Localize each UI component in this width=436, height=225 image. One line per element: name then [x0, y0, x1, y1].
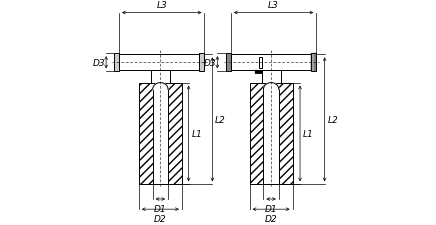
Text: D3: D3 [93, 58, 106, 68]
Bar [199, 54, 204, 72]
Bar [226, 54, 231, 72]
Text: L3: L3 [157, 1, 167, 10]
Bar [114, 54, 119, 72]
Text: D3: D3 [204, 58, 217, 68]
Polygon shape [263, 83, 279, 90]
Polygon shape [153, 83, 168, 90]
Text: L2: L2 [327, 115, 338, 124]
Text: D2: D2 [154, 214, 167, 223]
Text: L2: L2 [215, 115, 226, 124]
Text: L1: L1 [303, 129, 313, 138]
Text: L3: L3 [268, 1, 279, 10]
Text: D2: D2 [265, 214, 277, 223]
Bar [262, 71, 281, 83]
Bar [153, 90, 168, 184]
Bar [263, 90, 279, 184]
Bar [119, 55, 199, 71]
Text: D1: D1 [265, 204, 277, 213]
Bar [311, 54, 316, 72]
Text: D1: D1 [154, 204, 167, 213]
Bar [139, 83, 182, 184]
Bar [231, 55, 311, 71]
Bar [151, 71, 170, 83]
Bar [250, 83, 293, 184]
Bar [259, 57, 262, 69]
Text: L1: L1 [191, 129, 202, 138]
